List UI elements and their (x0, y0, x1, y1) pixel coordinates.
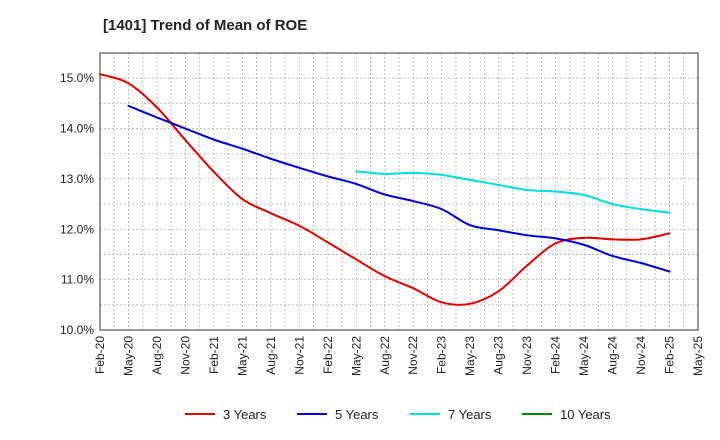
x-tick-label: May-21 (235, 336, 249, 376)
x-tick-label: May-20 (121, 336, 135, 376)
x-tick-label: Aug-20 (150, 336, 164, 375)
legend-label: 3 Years (223, 407, 267, 422)
y-tick-label: 11.0% (61, 273, 94, 287)
x-tick-label: May-22 (349, 336, 363, 376)
x-tick-label: Nov-20 (178, 336, 192, 375)
x-tick-label: Aug-23 (492, 336, 506, 375)
y-tick-label: 15.0% (60, 71, 94, 85)
y-tick-label: 13.0% (60, 172, 94, 186)
y-axis-ticks: 10.0% 11.0% 12.0% 13.0% 14.0% 15.0% (60, 71, 94, 337)
x-tick-label: Feb-25 (663, 336, 677, 374)
x-tick-label: Feb-24 (549, 336, 563, 374)
x-tick-label: May-24 (577, 336, 591, 376)
x-axis-ticks: Feb-20 May-20 Aug-20 Nov-20 Feb-21 May-21 Aug-… (93, 336, 705, 376)
series-line-3-years (99, 73, 671, 306)
plot-frame (99, 52, 699, 331)
y-tick-label: 14.0% (60, 122, 94, 136)
legend: 3 Years 5 Years 7 Years 10 Years (185, 407, 611, 422)
x-tick-label: Aug-24 (606, 336, 620, 375)
x-tick-label: Feb-22 (321, 336, 335, 374)
x-tick-label: Nov-21 (292, 336, 306, 375)
chart-title: [1401] Trend of Mean of ROE (103, 17, 307, 34)
series-lines (99, 73, 671, 306)
legend-label: 5 Years (335, 407, 379, 422)
y-tick-label: 10.0% (60, 323, 94, 337)
x-tick-label: Nov-22 (406, 336, 420, 375)
plot-area (100, 53, 698, 330)
x-tick-label: May-23 (463, 336, 477, 376)
x-tick-label: Feb-20 (93, 336, 107, 374)
x-tick-label: Feb-23 (435, 336, 449, 374)
legend-label: 10 Years (560, 407, 611, 422)
x-tick-label: Aug-22 (378, 336, 392, 375)
x-tick-label: Nov-24 (634, 336, 648, 375)
x-tick-label: Aug-21 (264, 336, 278, 375)
x-tick-label: Feb-21 (207, 336, 221, 374)
legend-label: 7 Years (448, 407, 492, 422)
series-line-5-years (127, 104, 671, 273)
x-tick-label: May-25 (691, 336, 705, 376)
x-tick-label: Nov-23 (520, 336, 534, 375)
y-tick-label: 12.0% (60, 222, 94, 236)
series-line-7-years (355, 170, 671, 214)
